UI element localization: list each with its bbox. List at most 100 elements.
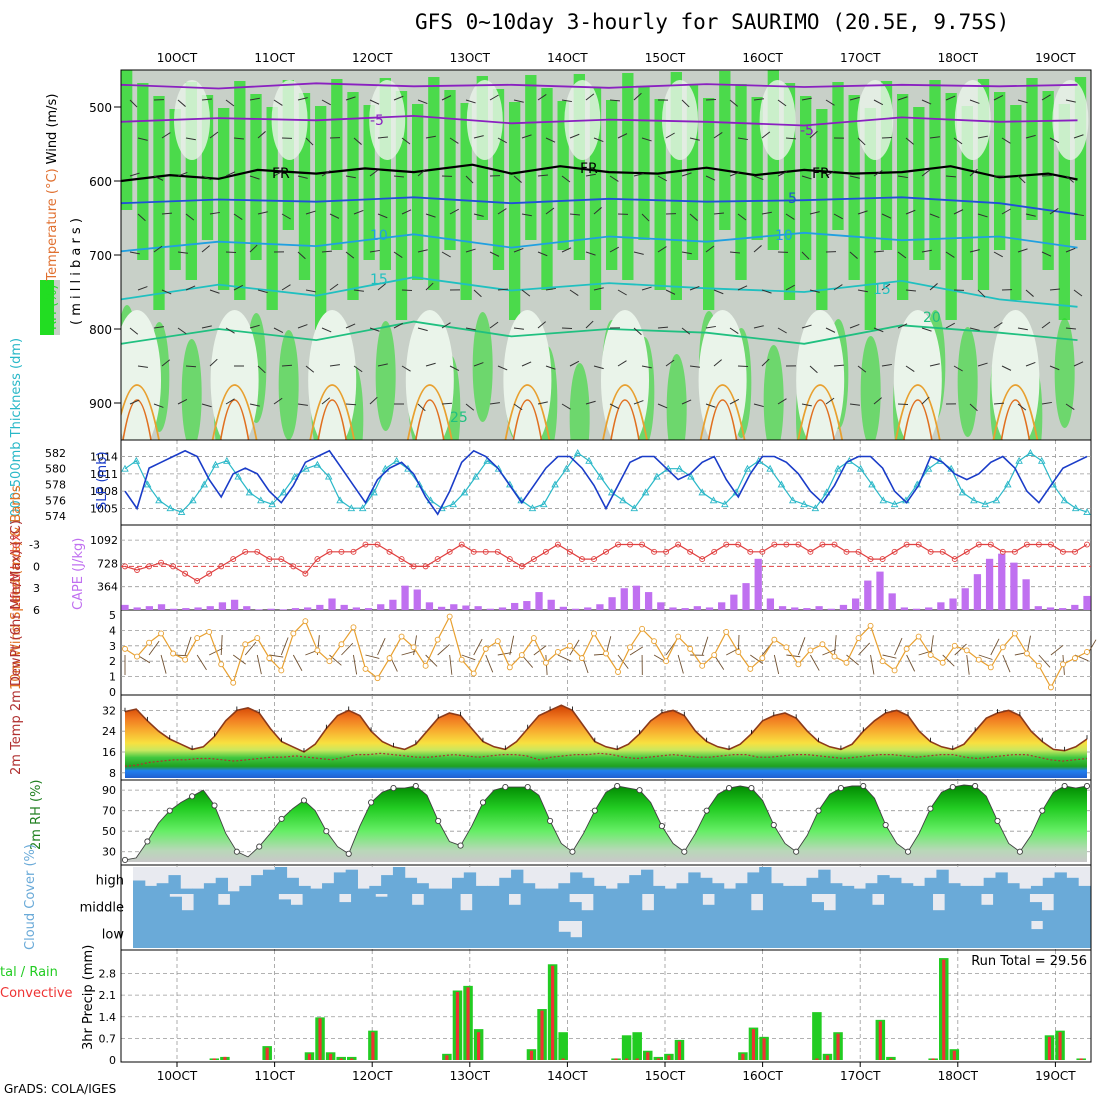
wind-barb (609, 99, 621, 102)
rh-point (972, 783, 979, 790)
wind-barb-10m (160, 654, 167, 674)
rh-point (860, 783, 867, 790)
cloud-cell-middle (678, 894, 691, 921)
thickness-point (404, 464, 412, 472)
wind-barb (929, 136, 940, 139)
thickness-point (257, 496, 265, 504)
wind-barb-10m (990, 638, 1000, 656)
rh-column (153, 96, 165, 310)
cloud-cell-low (227, 921, 240, 948)
wind-barb (705, 325, 716, 329)
wind-barb (617, 360, 627, 367)
wind-barb (825, 99, 835, 106)
wind-barb (737, 137, 748, 141)
thickness-point (132, 456, 141, 464)
wind-barb (137, 213, 146, 222)
wind-barb (681, 172, 692, 177)
thickness-point (143, 480, 152, 488)
rh-column (121, 70, 133, 210)
thickness-point (653, 472, 661, 480)
wind-barb (929, 283, 938, 291)
wind-barb (1017, 403, 1027, 411)
cloud-cell-middle (181, 910, 195, 921)
cloud-cell-low (700, 921, 713, 948)
rh-column (137, 83, 149, 260)
rh-column (234, 81, 246, 300)
wind-barb (321, 397, 331, 405)
cloud-cell-low (995, 921, 1008, 948)
wind-barb (785, 137, 797, 140)
wind-barb (273, 397, 283, 405)
cape-bar (498, 607, 507, 610)
rh-point (815, 807, 822, 814)
cloud-cell-low (251, 921, 264, 948)
rh-column (201, 95, 214, 240)
wind-barb (713, 131, 723, 139)
lifted-point (554, 541, 561, 548)
wind-speed-point (831, 653, 838, 660)
thickness-tick-label: 574 (45, 510, 66, 523)
wind-tick-label: 0 (109, 686, 116, 699)
thickness-point (562, 464, 571, 472)
wind-barb-10m (978, 654, 993, 660)
wind-barb (377, 136, 388, 139)
cape-bar (681, 608, 689, 610)
rh-point (345, 850, 352, 857)
upper-air-ylabel-sub: ( m i l l i b a r s ) (69, 218, 84, 325)
precip-total-bar (632, 1032, 642, 1060)
precip-conv-bar (815, 1058, 819, 1060)
wind-barb (849, 175, 860, 179)
isotherm-15 (121, 276, 1078, 308)
cloud-cell-high (960, 885, 973, 894)
pressure-tick-label: 500 (89, 101, 112, 115)
wind-barb (369, 99, 380, 105)
wind-barb-10m (485, 654, 494, 673)
wind-barb (705, 175, 716, 181)
wind-barb-10m (353, 654, 358, 675)
cloud-cell-low (605, 921, 618, 948)
cloud-cell-middle (399, 894, 413, 921)
lifted-point (879, 556, 886, 563)
thickness-point (121, 464, 129, 472)
cape-bar (608, 597, 616, 610)
precip-conv-bar (529, 1050, 534, 1060)
cloud-cell-high (381, 875, 394, 894)
isotherm-label: 20 (923, 310, 941, 326)
wind-barb (1073, 289, 1083, 297)
wind-barb (929, 213, 940, 219)
wind-barb (705, 98, 717, 101)
thickness-tick-label: 580 (45, 463, 66, 476)
wind-barb (737, 285, 748, 291)
cloud-cell-high (357, 888, 370, 894)
rh-column (379, 78, 391, 270)
rh-column (994, 92, 1006, 250)
wind-barb (689, 137, 700, 141)
wind-barb (761, 289, 772, 294)
rh-pale-plume (991, 310, 1040, 440)
cape-bar (718, 602, 726, 610)
wind-barb (153, 403, 164, 408)
rh-column (783, 83, 796, 300)
wind-barb-10m (786, 654, 801, 658)
cloud-cell-high (723, 888, 737, 894)
cape-bar (425, 602, 434, 610)
cloud-cell-middle (956, 894, 970, 921)
thickness-point (483, 456, 491, 464)
wind-barb (393, 95, 404, 101)
cloud-cell-middle (908, 894, 921, 921)
wind-barb (497, 365, 508, 371)
cloud-cell-high (333, 872, 347, 894)
wind-barb (401, 289, 413, 292)
cape-bar (328, 598, 336, 610)
wind-speed-point (1047, 684, 1054, 691)
wind-barb (1073, 213, 1084, 217)
wind-barb (249, 403, 260, 407)
precip-conv-bar (318, 1018, 322, 1060)
wind-barb (873, 250, 884, 253)
wind-barb (857, 210, 868, 215)
wind-barb-10m (437, 644, 450, 656)
wind-barb (161, 289, 172, 295)
cloud-cell-low (1019, 921, 1032, 948)
lifted-point (759, 548, 766, 555)
thickness-point (1060, 496, 1069, 504)
